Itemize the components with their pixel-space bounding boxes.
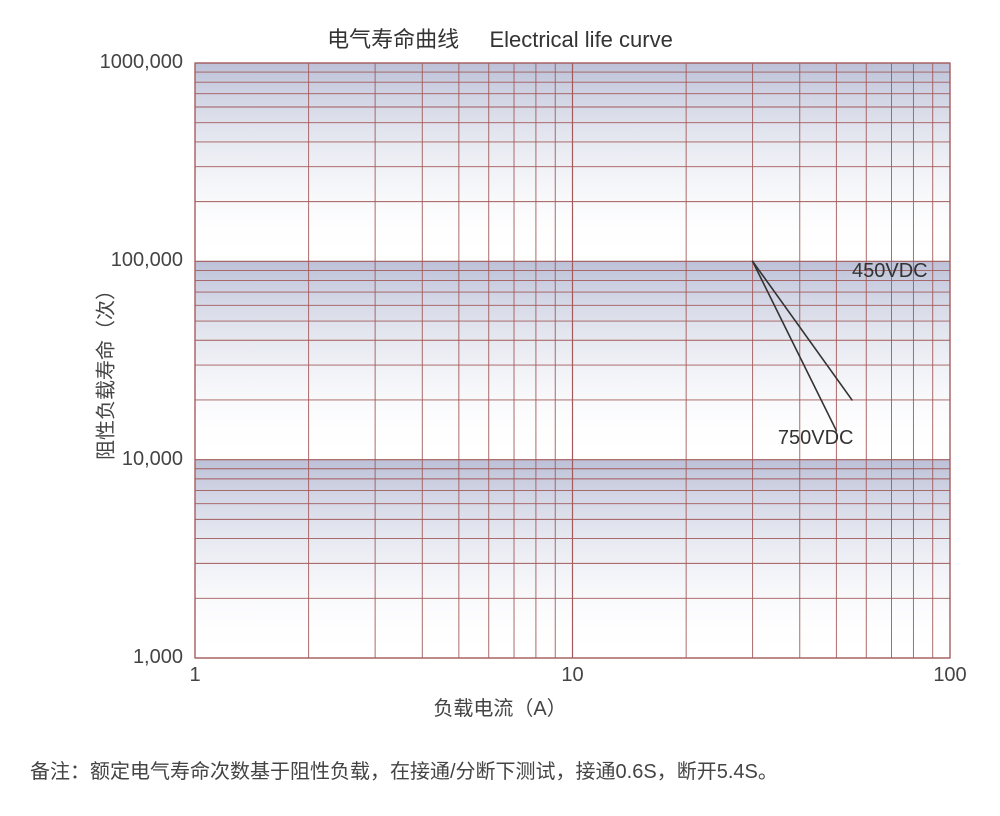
chart-title: 电气寿命曲线 Electrical life curve bbox=[0, 22, 1000, 54]
y-tick-label: 10,000 bbox=[0, 448, 183, 471]
chart-footnote: 备注：额定电气寿命次数基于阻性负载，在接通/分断下测试，接通0.6S，断开5.4… bbox=[30, 755, 778, 784]
y-tick-label: 1000,000 bbox=[0, 51, 183, 74]
x-axis-label: 负载电流（A） bbox=[0, 692, 1000, 721]
x-tick-label: 1 bbox=[155, 664, 235, 687]
y-tick-label: 100,000 bbox=[0, 249, 183, 272]
series-label: 450VDC bbox=[852, 260, 928, 283]
chart-plot-area bbox=[192, 60, 953, 661]
x-tick-label: 10 bbox=[533, 664, 613, 687]
y-axis-label: 阻性负载寿命（次） bbox=[90, 280, 119, 460]
chart-title-cn: 电气寿命曲线 bbox=[327, 27, 459, 52]
series-label: 750VDC bbox=[778, 427, 854, 450]
chart-page: 电气寿命曲线 Electrical life curve 阻性负载寿命（次） 负… bbox=[0, 0, 1000, 816]
chart-title-en: Electrical life curve bbox=[489, 27, 672, 52]
x-tick-label: 100 bbox=[910, 664, 990, 687]
